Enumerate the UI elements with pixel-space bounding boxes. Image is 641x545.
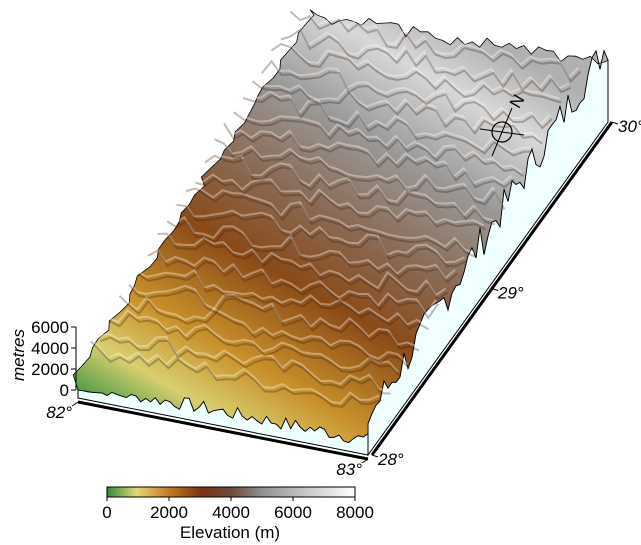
latitude-tick-label: 30° (618, 117, 641, 136)
colorbar-tick-label: 0 (102, 503, 111, 522)
colorbar-tick-label: 8000 (336, 503, 374, 522)
map: metres Elevation (m) N 020004000600082°8… (0, 0, 641, 545)
colorbar-tick-label: 6000 (274, 503, 312, 522)
latitude-tick-label: 29° (497, 284, 524, 303)
longitude-tick-label: 82° (46, 403, 72, 422)
elevation-tick-label: 2000 (31, 360, 69, 379)
colorbar (107, 487, 355, 497)
latitude-tick-label: 28° (377, 450, 404, 469)
tick-mark (72, 402, 78, 406)
elevation-tick-label: 6000 (31, 318, 69, 337)
colorbar-tick-label: 4000 (212, 503, 250, 522)
elevation-axis-label: metres (9, 329, 28, 381)
colorbar-tick-label: 2000 (150, 503, 188, 522)
longitude-tick-label: 83° (336, 460, 362, 479)
elevation-tick-label: 0 (60, 381, 69, 400)
elevation-tick-label: 4000 (31, 339, 69, 358)
terrain (73, 8, 608, 456)
colorbar-label: Elevation (m) (180, 523, 280, 542)
